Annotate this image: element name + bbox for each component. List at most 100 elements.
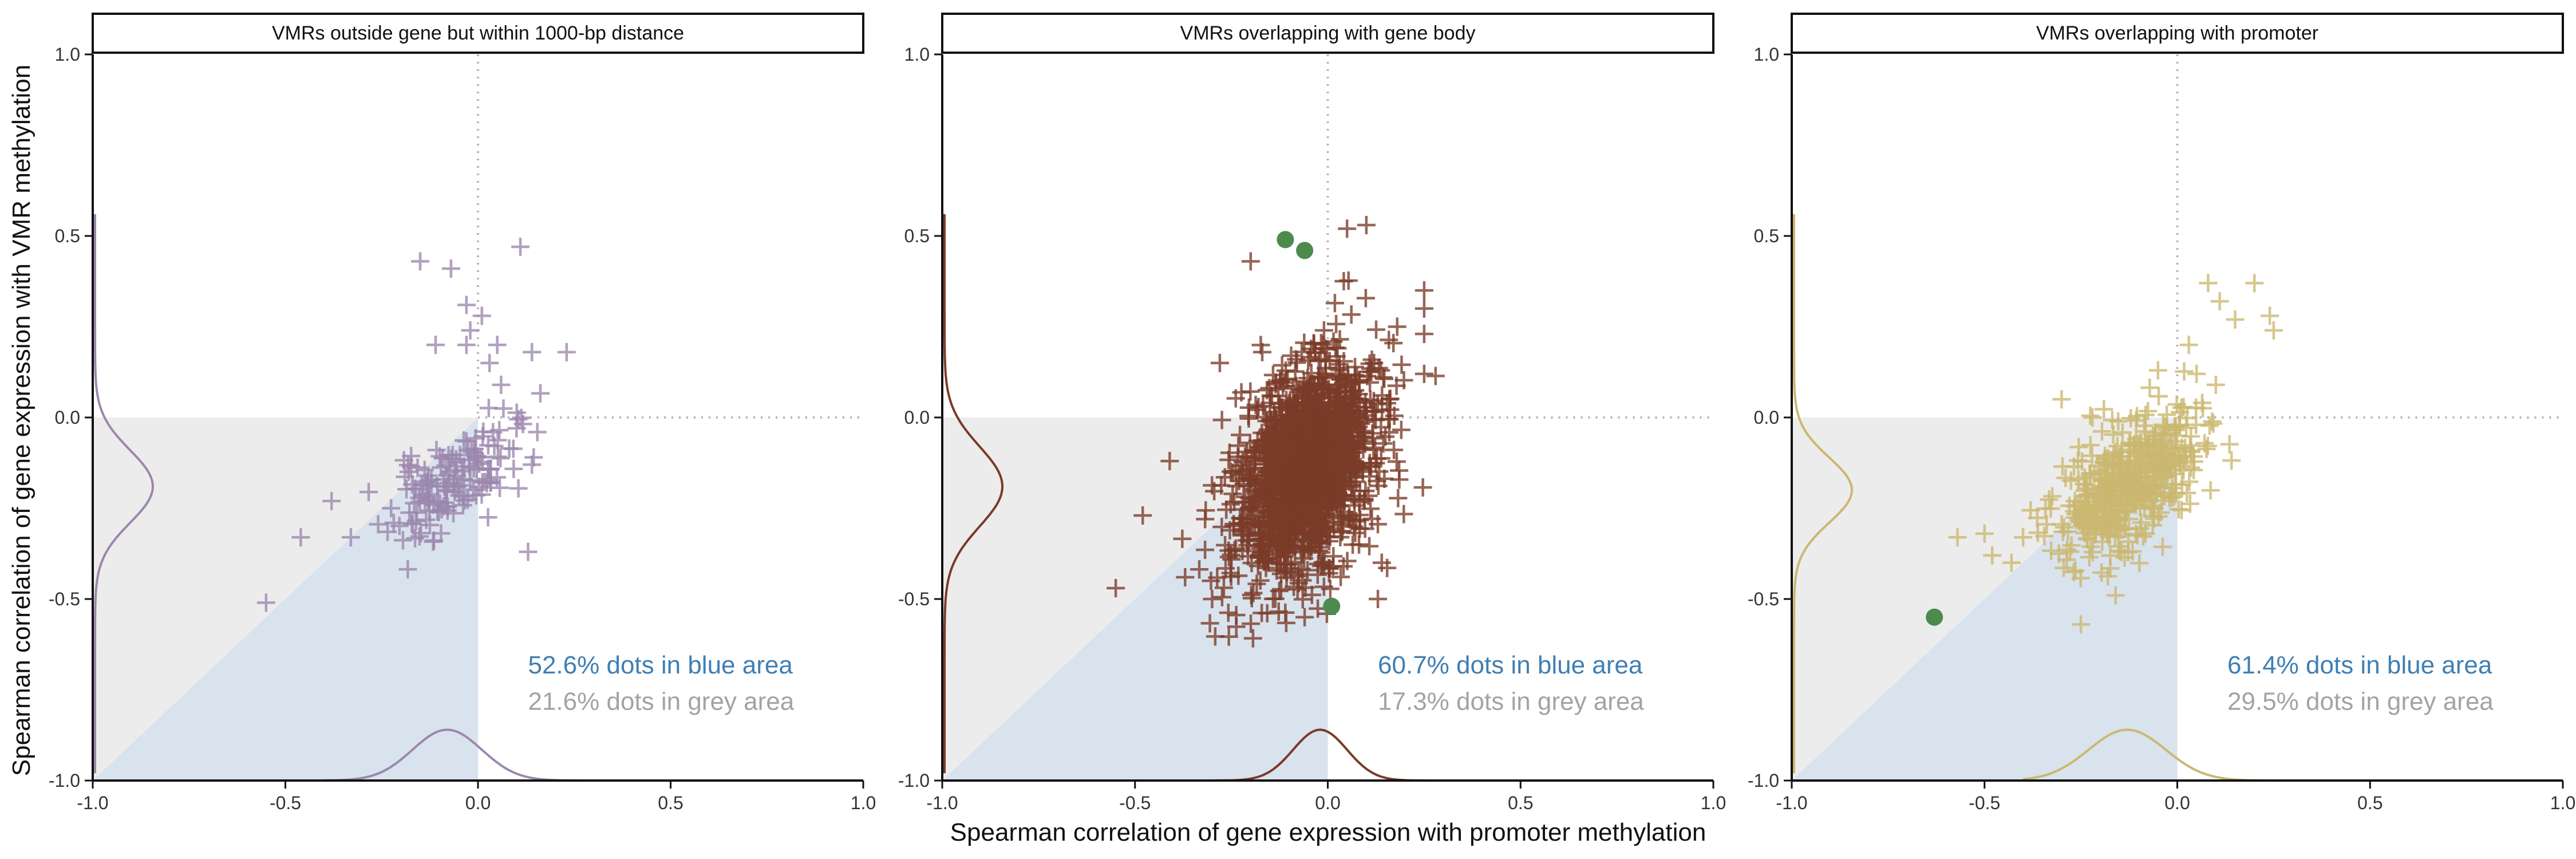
data-point [1369,590,1388,608]
data-point [1274,476,1293,495]
data-point [1380,330,1398,349]
data-point [2056,468,2075,487]
data-point [1314,488,1333,507]
data-point [1336,448,1355,467]
data-point [1107,578,1125,597]
data-point [1375,469,1394,488]
data-point [2057,550,2076,569]
data-point [1258,604,1277,622]
data-point [1257,412,1276,431]
data-point [488,447,507,466]
data-point [1342,305,1361,324]
data-point [1334,396,1353,415]
data-point [1287,480,1306,499]
data-point [2109,537,2128,555]
data-point [1308,565,1327,584]
data-point [1222,545,1240,564]
data-point [1241,382,1260,401]
data-point [1339,417,1358,436]
data-point [1314,577,1333,596]
data-point [1291,539,1310,558]
data-point [417,510,436,529]
data-point [491,449,510,468]
data-point [528,423,547,442]
data-point [1219,627,1238,646]
data-point [1388,317,1406,336]
data-point [1948,528,1967,547]
data-point [1263,521,1282,540]
data-point [457,336,476,354]
data-point [396,467,414,486]
x-tick-label: 0.0 [1315,793,1340,813]
data-point [418,487,437,506]
data-point [492,375,511,394]
data-point [2097,484,2116,503]
data-point [479,508,497,527]
data-point [432,524,451,543]
blue-area-annotation: 61.4% dots in blue area [2227,651,2492,679]
data-point [461,321,480,340]
data-point [1392,420,1411,439]
data-point [1214,578,1233,597]
data-point [1212,411,1231,430]
data-point [504,459,523,478]
data-point [1303,522,1322,541]
data-point [426,336,445,354]
data-point [1246,475,1265,494]
data-point [2264,321,2283,340]
data-point [1294,372,1313,391]
data-point [2144,427,2162,446]
x-tick-label: 0.0 [2164,793,2190,813]
data-point [1208,568,1227,587]
data-point [2206,375,2225,394]
data-point [1314,435,1333,454]
data-point [1260,506,1279,525]
data-point [1274,373,1293,392]
data-point [2075,468,2094,487]
data-point [403,514,422,533]
data-point [2060,497,2079,515]
data-point [2127,476,2146,495]
data-point [1210,353,1229,372]
blue-area-annotation: 60.7% dots in blue area [1378,651,1643,679]
data-point [1252,544,1271,563]
data-point [441,259,460,278]
x-tick-label: -1.0 [1776,793,1807,813]
data-point [2150,387,2168,406]
data-point [1160,452,1179,471]
data-point [410,527,429,546]
data-point [1394,505,1413,523]
grey-area-annotation: 17.3% dots in grey area [1378,687,1644,715]
data-point [1362,362,1381,381]
data-point [557,342,576,361]
data-point [1196,510,1215,529]
x-tick-label: 1.0 [851,793,876,813]
data-point [1311,395,1330,413]
data-point [2163,436,2182,455]
data-point [1270,581,1289,600]
data-point [455,431,473,450]
data-point [519,542,538,561]
data-point [531,384,550,403]
data-point [417,472,436,491]
data-point [1322,453,1341,472]
data-point [1378,558,1397,577]
data-point [2040,490,2059,509]
data-point [1234,463,1253,482]
data-point [1373,386,1392,405]
data-point [2055,518,2073,537]
data-point [1292,559,1311,578]
data-point [2111,488,2130,507]
x-tick-label: 0.5 [1508,793,1533,813]
data-point [1251,336,1270,354]
data-point [2093,480,2112,499]
x-tick-label: 1.0 [1701,793,1726,813]
data-point [1355,490,1374,509]
data-point [2043,487,2062,506]
data-point [1220,521,1239,540]
data-point [1366,320,1385,339]
data-point [473,473,492,492]
points [1948,274,2283,634]
data-point [2134,527,2153,546]
data-point [2164,487,2183,506]
